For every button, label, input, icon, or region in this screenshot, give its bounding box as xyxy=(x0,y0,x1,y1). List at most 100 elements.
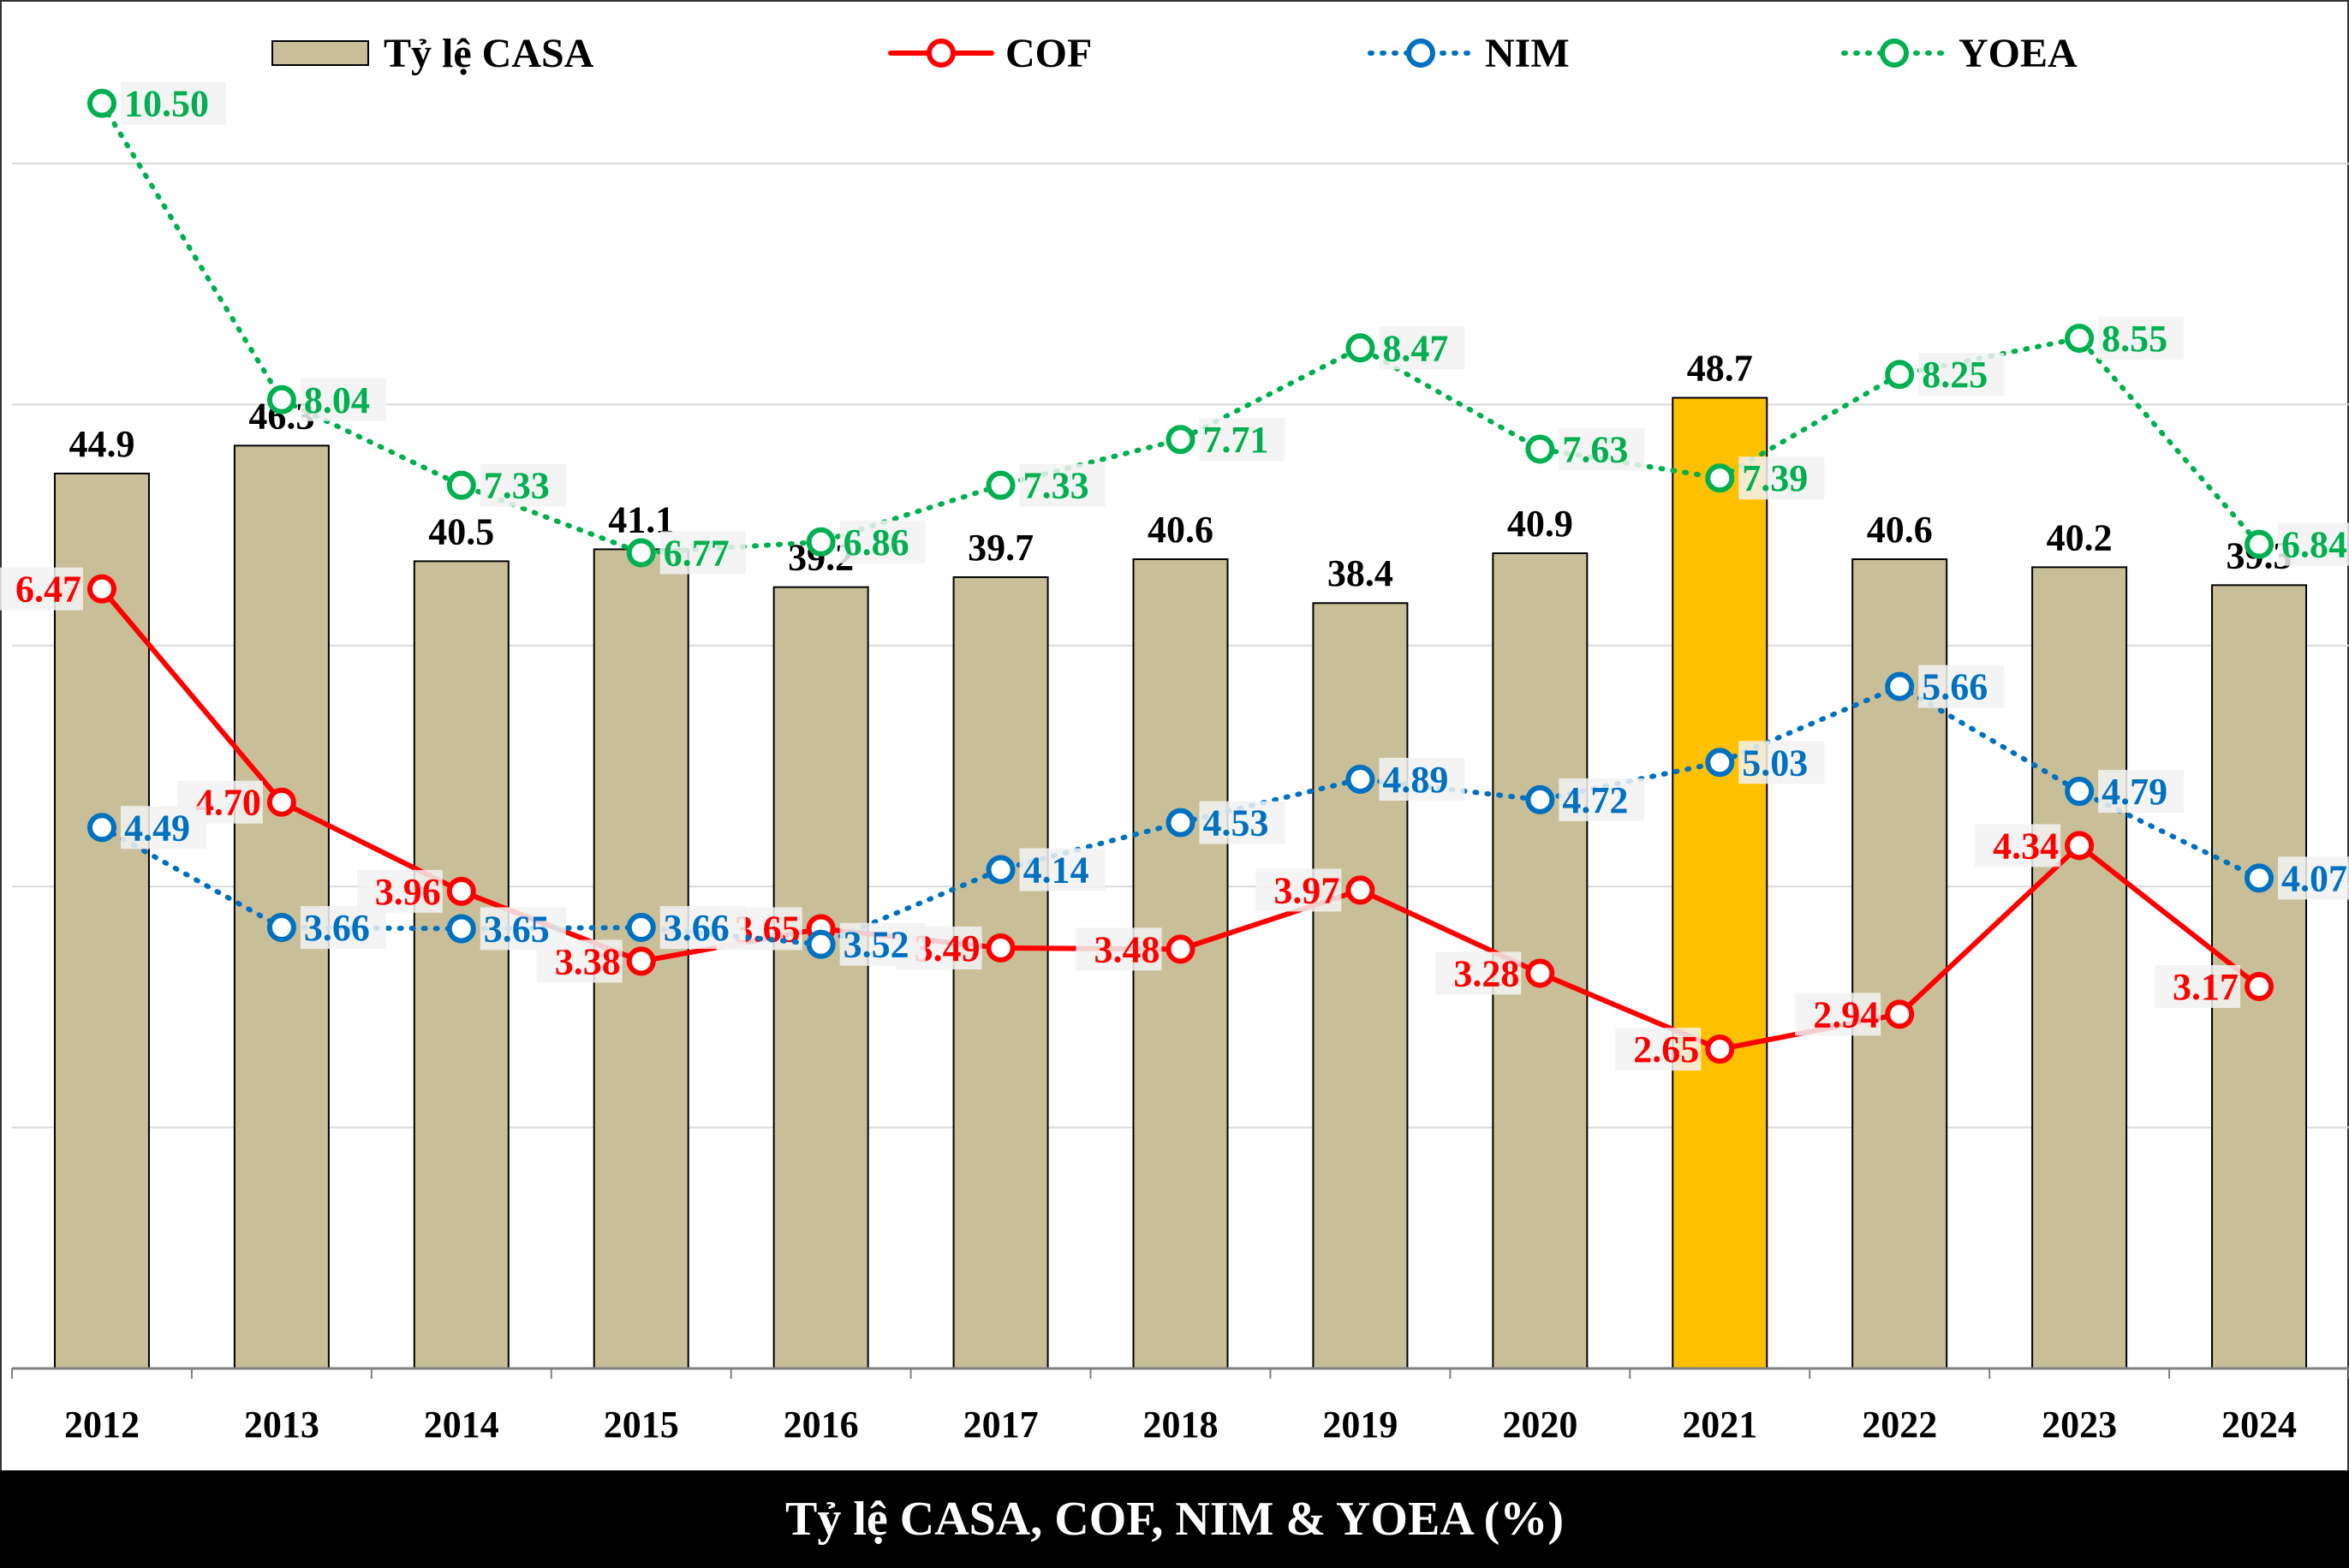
yoea-point xyxy=(1525,434,1555,464)
nim-label-bg xyxy=(2098,770,2185,814)
chart-caption: Tỷ lệ CASA, COF, NIM & YOEA (%) xyxy=(0,1470,2349,1568)
cof-point xyxy=(1705,1034,1735,1064)
nim-data-label: 3.65 xyxy=(484,908,550,950)
yoea-label-bg xyxy=(839,520,926,563)
cof-data-label: 3.48 xyxy=(1094,928,1160,970)
nim-point xyxy=(2065,777,2095,807)
bar-2023 xyxy=(2031,566,2128,1369)
cof-point xyxy=(446,876,476,906)
bar-data-label: 40.6 xyxy=(1867,509,1933,551)
x-tick-label: 2020 xyxy=(1502,1404,1577,1446)
yoea-data-label: 6.77 xyxy=(664,532,730,574)
nim-data-label: 4.72 xyxy=(1562,779,1628,821)
nim-label-bg xyxy=(120,806,206,850)
nim-label-bg xyxy=(2278,856,2349,900)
cof-label-bg xyxy=(1255,868,1342,912)
nim-label-bg xyxy=(480,907,566,951)
legend-yoea-marker xyxy=(1880,39,1909,68)
legend-yoea-label: YOEA xyxy=(1958,31,2078,76)
nim-data-label: 4.14 xyxy=(1023,850,1089,891)
nim-data-label: 4.89 xyxy=(1382,759,1448,801)
yoea-data-label: 6.86 xyxy=(844,522,909,563)
yoea-label-bg xyxy=(1918,353,2005,396)
cof-data-label: 3.97 xyxy=(1273,869,1339,911)
nim-data-label: 3.66 xyxy=(304,907,370,949)
yoea-label-bg xyxy=(1019,463,1106,507)
cof-label-bg xyxy=(2155,964,2241,1008)
yoea-label-bg xyxy=(480,463,566,507)
cof-point xyxy=(986,933,1016,963)
yoea-data-label: 8.04 xyxy=(304,379,370,421)
x-tick-label: 2014 xyxy=(424,1404,499,1446)
cof-data-label: 6.47 xyxy=(15,569,81,611)
cof-label-bg xyxy=(1975,824,2061,867)
yoea-label-bg xyxy=(300,378,386,421)
cof-data-label: 3.17 xyxy=(2173,966,2239,1008)
legend-nim-marker xyxy=(1406,39,1435,68)
nim-data-label: 3.66 xyxy=(664,907,730,949)
yoea-point xyxy=(266,385,296,414)
x-tick-label: 2016 xyxy=(784,1404,859,1446)
bar-data-label: 44.9 xyxy=(69,423,134,465)
nim-point xyxy=(266,913,296,943)
bar-2017 xyxy=(952,575,1049,1369)
cof-point xyxy=(1525,958,1555,988)
cof-data-label: 3.28 xyxy=(1453,953,1519,995)
x-tick-label: 2012 xyxy=(64,1404,140,1446)
yoea-point xyxy=(2065,324,2095,354)
legend-cof-marker xyxy=(927,39,956,68)
nim-label-bg xyxy=(659,906,746,950)
cof-label-bg xyxy=(0,567,83,611)
yoea-label-bg xyxy=(659,531,746,575)
yoea-data-label: 7.33 xyxy=(1023,465,1089,507)
yoea-data-label: 7.39 xyxy=(1742,457,1808,499)
x-tick-label: 2013 xyxy=(244,1404,319,1446)
yoea-data-label: 7.33 xyxy=(484,465,550,507)
cof-label-bg xyxy=(1076,927,1162,971)
nim-data-label: 4.79 xyxy=(2102,771,2167,813)
cof-data-label: 4.34 xyxy=(1993,825,2059,867)
yoea-point xyxy=(806,527,836,557)
yoea-label-bg xyxy=(1559,427,1645,471)
nim-point xyxy=(446,914,476,944)
legend-casa-swatch xyxy=(271,40,369,66)
nim-data-label: 3.52 xyxy=(844,924,909,966)
yoea-data-label: 7.71 xyxy=(1203,419,1269,461)
cof-data-label: 3.96 xyxy=(375,871,441,913)
legend-cof-label: COF xyxy=(1005,31,1092,76)
yoea-label-bg xyxy=(1199,418,1285,462)
nim-label-bg xyxy=(1559,778,1645,821)
x-tick-label: 2021 xyxy=(1682,1404,1757,1446)
cof-label-bg xyxy=(1435,951,1522,995)
yoea-point xyxy=(1705,463,1735,493)
nim-point xyxy=(806,929,836,959)
bar-2019 xyxy=(1312,602,1409,1369)
yoea-data-label: 10.50 xyxy=(124,83,209,125)
x-tick-label: 2015 xyxy=(604,1404,679,1446)
cof-point xyxy=(2245,971,2274,1001)
nim-point xyxy=(626,913,656,943)
yoea-data-label: 8.55 xyxy=(2102,318,2167,360)
cof-label-bg xyxy=(1795,993,1881,1036)
bar-data-label: 39.7 xyxy=(968,527,1034,569)
yoea-point xyxy=(2245,529,2274,559)
x-tick-label: 2024 xyxy=(2221,1404,2297,1446)
bar-data-label: 40.5 xyxy=(428,510,494,552)
yoea-label-bg xyxy=(120,81,226,125)
yoea-point xyxy=(86,88,116,118)
nim-point xyxy=(86,813,116,843)
legend-casa-label: Tỷ lệ CASA xyxy=(384,31,594,76)
nim-label-bg xyxy=(300,906,386,950)
cof-point xyxy=(86,574,116,604)
cof-data-label: 2.94 xyxy=(1813,993,1879,1035)
nim-data-label: 4.07 xyxy=(2281,857,2347,899)
nim-point xyxy=(1885,671,1915,701)
nim-point xyxy=(1345,764,1375,794)
cof-label-bg xyxy=(356,869,443,913)
nim-point xyxy=(1166,808,1195,838)
yoea-series-line xyxy=(98,100,2263,556)
cof-point xyxy=(2065,831,2095,861)
yoea-data-label: 6.84 xyxy=(2281,524,2347,566)
cof-point xyxy=(266,787,296,817)
nim-point xyxy=(1525,784,1555,814)
